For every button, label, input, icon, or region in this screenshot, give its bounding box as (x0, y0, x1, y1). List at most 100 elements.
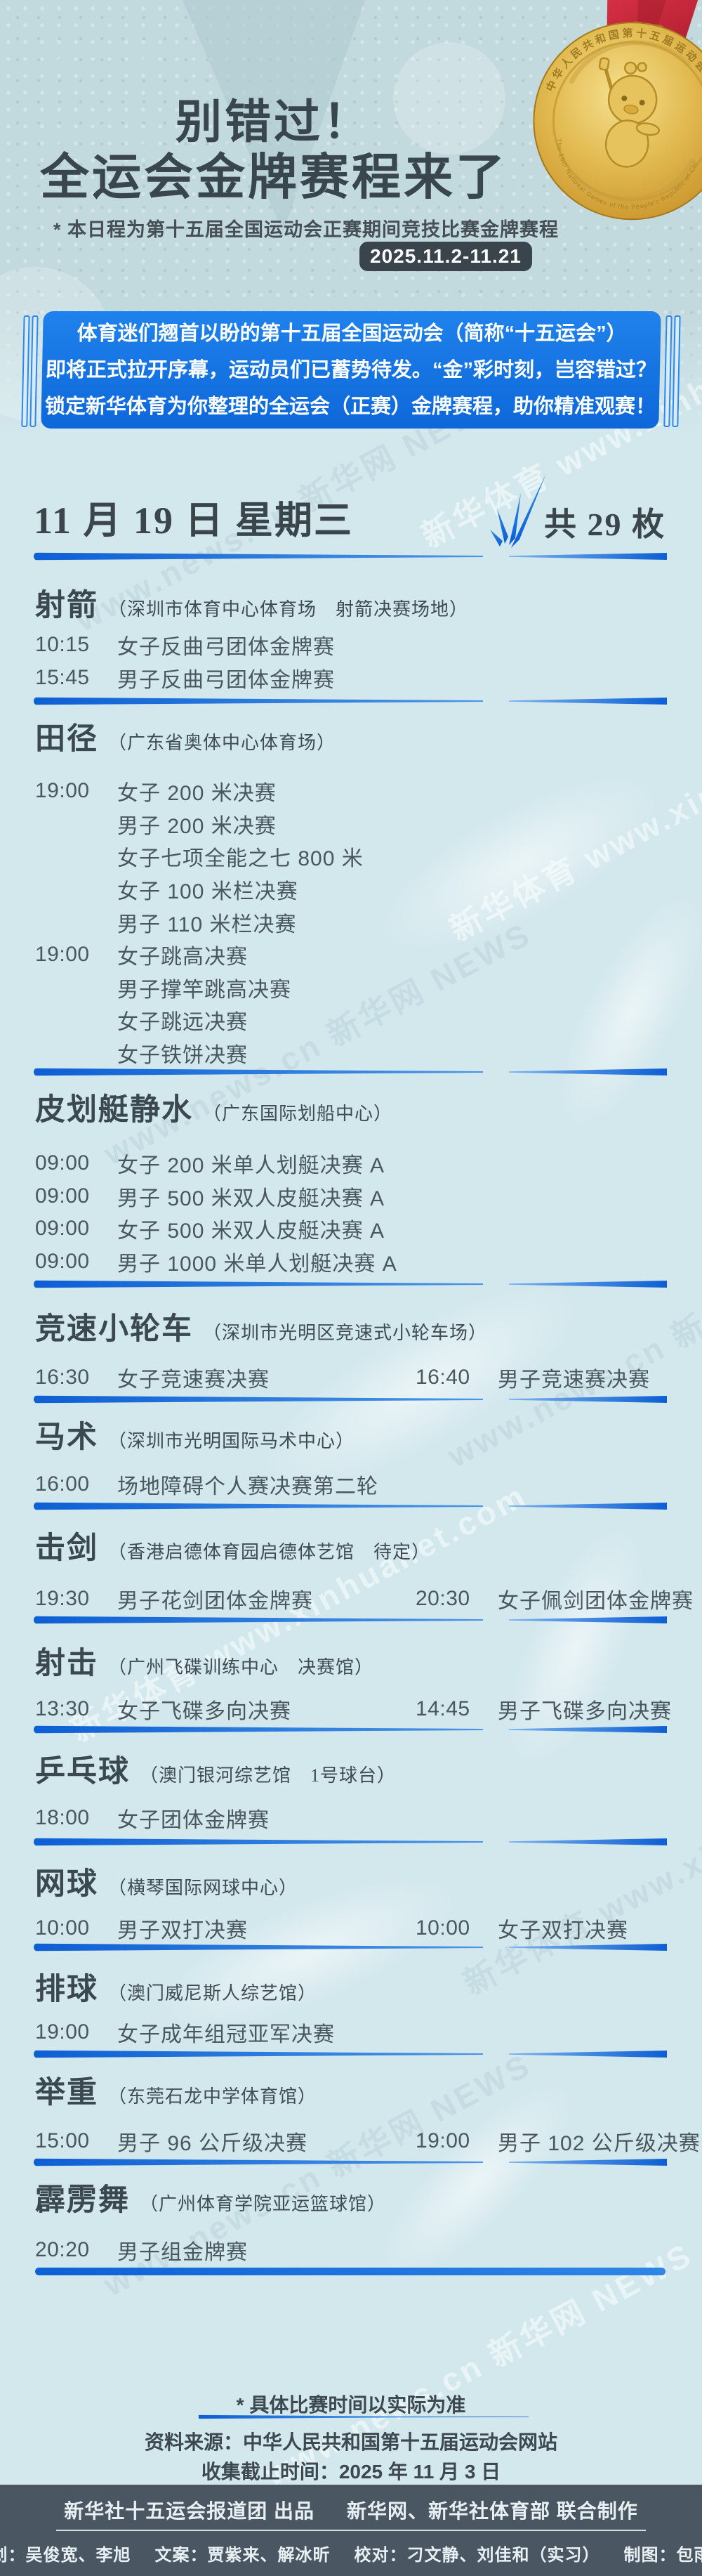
poster-title-line1: 别错过！ (176, 96, 372, 148)
section-tennis: 网球 （横琴国际网球中心） 10:00 男子双打决赛 10:00 女子双打决赛 (0, 1866, 702, 1945)
sport-venue: （广州体育学院亚运篮球馆） (140, 2194, 387, 2214)
sport-header: 击剑 （香港启德体育园启德体艺馆 待定） (35, 1530, 667, 1571)
event-time: 20:20 (35, 2238, 90, 2262)
section-weightlifting: 举重 （东莞石龙中学体育馆） 15:00 男子 96 公斤级决赛 19:00 男… (0, 2074, 702, 2158)
event-time: 09:00 (35, 1217, 90, 1241)
event-time: 10:15 (35, 633, 90, 657)
event-name: 女子 200 米决赛 (117, 782, 277, 806)
sport-name: 霹雳舞 (35, 2184, 130, 2217)
event-time: 19:00 (35, 779, 90, 803)
event-name: 男子 96 公斤级决赛 (117, 2132, 308, 2156)
event-name: 女子 200 米单人划艇决赛 A (117, 1154, 385, 1178)
section-fencing: 击剑 （香港启德体育园启德体艺馆 待定） 19:30 男子花剑团体金牌赛 20:… (0, 1530, 702, 1616)
event-time: 19:00 (416, 2129, 470, 2153)
event-row: 女子 100 米栏决赛 (35, 873, 667, 906)
event-row: 男子撑竿跳高决赛 (35, 972, 667, 1005)
event-time: 20:30 (416, 1587, 470, 1611)
event-name: 男子撑竿跳高决赛 (117, 978, 291, 1002)
section-canoe-sprint: 皮划艇静水 （广东国际划船中心） 09:00 女子 200 米单人划艇决赛 A … (0, 1092, 702, 1278)
event-time: 19:00 (35, 2020, 90, 2044)
producer-right: 新华网、新华社体育部 联合制作 (347, 2500, 638, 2522)
gold-medal-illustration: 中华人民共和国第十五届运动会 The 15th National Games o… (512, 0, 702, 221)
sport-name: 排球 (35, 1973, 98, 2006)
event-name: 女子佩剑团体金牌赛 (498, 1590, 694, 1614)
event-name: 男子 1000 米单人划艇决赛 A (117, 1253, 397, 1276)
event-row: 18:00 女子团体金牌赛 (35, 1802, 667, 1835)
event-name: 女子团体金牌赛 (117, 1809, 270, 1833)
sport-venue: （澳门银河综艺馆 1号球台） (140, 1765, 397, 1786)
event-name: 女子 100 米栏决赛 (117, 880, 298, 904)
event-row: 19:30 男子花剑团体金牌赛 20:30 女子佩剑团体金牌赛 (35, 1583, 693, 1616)
sport-name: 马术 (35, 1421, 98, 1454)
sport-name: 乒乓球 (35, 1756, 130, 1789)
sport-name: 举重 (35, 2077, 98, 2110)
sport-name: 射箭 (35, 589, 98, 622)
sport-name: 竞速小轮车 (35, 1313, 193, 1346)
footer-bar: 新华社十五运会报道团 出品 新华网、新华社体育部 联合制作 策划：吴俊宽、李旭 … (0, 2485, 702, 2576)
sport-header: 射击 （广州飞碟训练中心 决赛馆） (35, 1645, 667, 1687)
section-divider (34, 1616, 667, 1624)
event-time: 10:00 (35, 1916, 90, 1940)
event-time: 19:00 (35, 943, 90, 967)
event-name: 男子 500 米双人皮艇决赛 A (117, 1186, 385, 1210)
section-divider (34, 1280, 667, 1288)
event-name: 女子跳远决赛 (117, 1011, 248, 1035)
credit-planning: 策划：吴俊宽、李旭 (0, 2546, 131, 2565)
sport-header: 网球 （横琴国际网球中心） (35, 1866, 667, 1907)
event-row: 20:20 男子组金牌赛 (35, 2234, 667, 2267)
pattern-circle (393, 42, 505, 155)
sport-venue: （广州飞碟训练中心 决赛馆） (108, 1657, 374, 1678)
sport-header: 竞速小轮车 （深圳市光明区竞速式小轮车场） (35, 1311, 667, 1352)
section-divider (34, 1395, 667, 1404)
event-name: 男子竞速赛决赛 (498, 1368, 650, 1392)
intro-line: 体育迷们翘首以盼的第十五届全国运动会（简称“十五运会”） (77, 322, 627, 345)
event-name: 男子 200 米决赛 (117, 814, 277, 838)
event-row: 16:00 场地障碍个人赛决赛第二轮 (35, 1468, 667, 1501)
day-divider (34, 552, 667, 561)
sport-header: 马术 （深圳市光明国际马术中心） (35, 1419, 667, 1460)
event-name: 女子七项全能之七 800 米 (117, 847, 364, 871)
sport-venue: （香港启德体育园启德体艺馆 待定） (108, 1542, 431, 1562)
sport-venue: （东莞石龙中学体育馆） (108, 2086, 317, 2107)
sport-venue: （深圳市光明国际马术中心） (108, 1431, 355, 1451)
footer-producers: 新华社十五运会报道团 出品 新华网、新华社体育部 联合制作 (0, 2496, 702, 2524)
sport-venue: （广东国际划船中心） (203, 1104, 393, 1124)
event-row: 15:00 男子 96 公斤级决赛 19:00 男子 102 公斤级决赛 (35, 2125, 700, 2158)
event-name: 男子花剑团体金牌赛 (117, 1590, 313, 1614)
footer-rule (56, 2530, 646, 2531)
section-athletics: 田径 （广东省奥体中心体育场） 19:00 女子 200 米决赛 男子 200 … (0, 721, 702, 1069)
event-time: 16:40 (416, 1366, 470, 1390)
sport-header: 射箭 （深圳市体育中心体育场 射箭决赛场地） (35, 587, 667, 629)
event-row: 13:30 女子飞碟多向决赛 14:45 男子飞碟多向决赛 (35, 1693, 671, 1726)
event-time: 09:00 (35, 1250, 90, 1274)
spark-icon (490, 473, 546, 548)
event-time: 09:00 (35, 1151, 90, 1175)
sport-header: 霹雳舞 （广州体育学院亚运篮球馆） (35, 2182, 667, 2223)
poster-title-line2: 全运会金牌赛程来了 (40, 150, 508, 204)
event-row: 女子铁饼决赛 (35, 1037, 667, 1070)
sport-header: 举重 （东莞石龙中学体育馆） (35, 2074, 667, 2116)
sport-header: 排球 （澳门威尼斯人综艺馆） (35, 1971, 667, 2013)
event-time: 15:00 (35, 2129, 90, 2153)
event-time: 15:45 (35, 665, 90, 689)
event-row: 19:00 女子成年组冠亚军决赛 (35, 2016, 667, 2049)
section-shooting: 射击 （广州飞碟训练中心 决赛馆） 13:30 女子飞碟多向决赛 14:45 男… (0, 1645, 702, 1726)
event-time: 14:45 (416, 1697, 470, 1721)
footer-deadline: 收集截止时间：2025 年 11 月 3 日 (201, 2461, 501, 2483)
section-divider (34, 1943, 667, 1951)
section-table-tennis: 乒乓球 （澳门银河综艺馆 1号球台） 18:00 女子团体金牌赛 (0, 1753, 702, 1835)
event-time: 10:00 (416, 1916, 470, 1940)
event-row: 女子跳远决赛 (35, 1004, 667, 1037)
sport-venue: （深圳市光明区竞速式小轮车场） (203, 1323, 488, 1343)
event-row: 09:00 男子 500 米双人皮艇决赛 A (35, 1180, 667, 1213)
event-row: 10:15 女子反曲弓团体金牌赛 (35, 629, 667, 662)
event-name: 男子 110 米栏决赛 (117, 913, 297, 936)
event-time: 16:00 (35, 1472, 90, 1496)
section-divider (34, 1838, 667, 1846)
poster-subtitle: * 本日程为第十五届全国运动会正赛期间竞技比赛金牌赛程 (53, 219, 559, 240)
event-name: 男子飞碟多向决赛 (498, 1700, 672, 1724)
event-name: 女子铁饼决赛 (117, 1044, 248, 1068)
section-bmx-racing: 竞速小轮车 （深圳市光明区竞速式小轮车场） 16:30 女子竞速赛决赛 16:4… (0, 1311, 702, 1394)
event-row: 19:00 女子跳高决赛 (35, 939, 667, 972)
event-name: 女子飞碟多向决赛 (117, 1700, 291, 1724)
